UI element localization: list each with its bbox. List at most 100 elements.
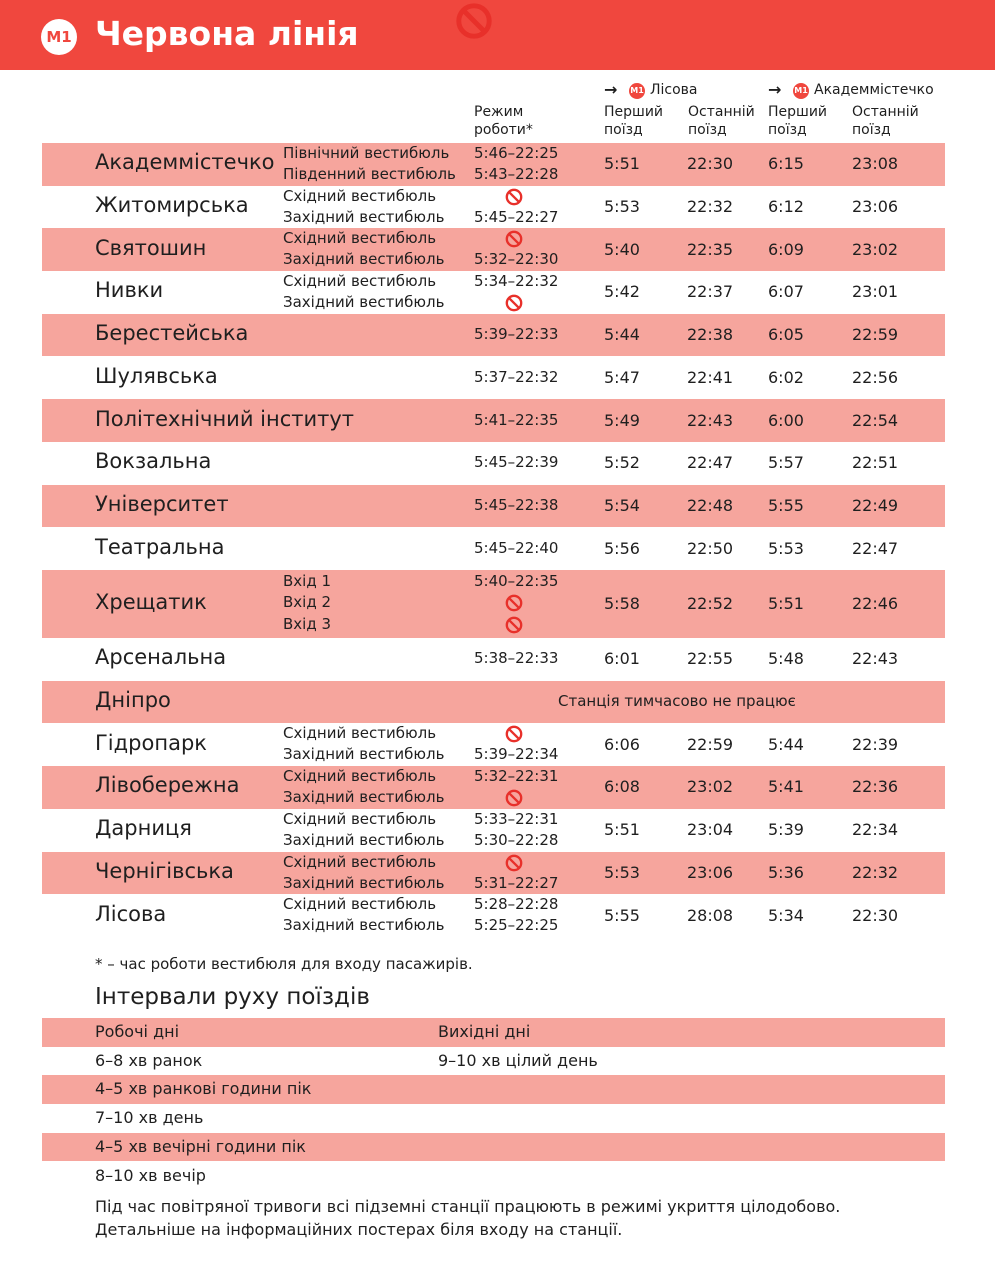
station-name: Лісова: [95, 901, 167, 926]
entrance-hours: 5:31–22:27: [474, 873, 559, 892]
train-time: 5:44: [768, 734, 804, 754]
train-time: 5:42: [604, 282, 640, 302]
entrance-label: Східний вестибюль: [283, 852, 437, 871]
train-time: 6:15: [768, 154, 804, 174]
entrance-hours: 5:34–22:32: [474, 272, 559, 291]
entrance-label: Західний вестибюль: [283, 916, 445, 935]
entrance-hours: 5:37–22:32: [474, 367, 559, 386]
interval-row: 6–8 хв ранок 9–10 хв цілий день: [42, 1047, 945, 1076]
interval-cell: 4–5 хв вечірні години пік: [95, 1136, 306, 1156]
entrance-hours: 5:32–22:30: [474, 250, 559, 269]
train-time: 22:39: [852, 734, 899, 754]
closed-icon: [505, 789, 523, 807]
last-header: Останній поїзд: [688, 104, 755, 139]
station-status: Станція тимчасово не працює: [558, 692, 796, 711]
entrance-hours: 5:43–22:28: [474, 165, 559, 183]
entrance-label: Південний вестибюль: [283, 165, 456, 183]
entrance-hours: 5:32–22:31: [474, 767, 559, 786]
interval-row: 4–5 хв ранкові години пік: [42, 1075, 945, 1105]
entrance-hours: 5:45–22:39: [474, 453, 559, 472]
entrance-hours: 5:39–22:33: [474, 325, 559, 344]
interval-header-row: Робочі дні Вихідні дні: [42, 1018, 945, 1047]
closed-icon: [505, 188, 523, 206]
closed-icon: [505, 294, 523, 312]
entrance-label: Західний вестибюль: [283, 788, 445, 807]
entrance-hours: 5:39–22:34: [474, 745, 559, 764]
interval-cell: 8–10 хв вечір: [95, 1165, 206, 1185]
station-name: Житомирська: [95, 193, 249, 218]
direction-name: Академмістечко: [814, 82, 934, 98]
entrance-label: Східний вестибюль: [283, 767, 437, 786]
line-badge: M1: [41, 19, 77, 55]
entrance-hours: 5:45–22:27: [474, 207, 559, 226]
train-time: 5:55: [768, 495, 804, 515]
station-name: Університет: [95, 491, 229, 516]
last-header: Останній поїзд: [852, 104, 919, 139]
train-time: 6:05: [768, 325, 804, 345]
train-time: 22:56: [852, 367, 899, 387]
train-time: 22:32: [687, 197, 734, 217]
train-time: 28:08: [687, 905, 734, 925]
entrance-hours: 5:41–22:35: [474, 410, 559, 429]
station-name: Вокзальна: [95, 449, 212, 474]
closed-icon: [505, 726, 523, 743]
station-name: Берестейська: [95, 321, 249, 346]
interval-row: 4–5 хв вечірні години пік: [42, 1132, 945, 1162]
direction-badge: M1: [629, 83, 645, 99]
train-time: 5:47: [604, 367, 640, 387]
station-row: Дніпро Станція тимчасово не працює: [42, 680, 945, 724]
train-time: 22:34: [852, 820, 899, 840]
entrance-hours: 5:33–22:31: [474, 809, 559, 828]
interval-header: Вихідні дні: [438, 1022, 531, 1041]
closed-icon: [505, 854, 523, 871]
entrance-label: Східний вестибюль: [283, 724, 437, 743]
closed-icon: [455, 2, 493, 40]
closed-icon: [505, 230, 523, 248]
closed-icon: [505, 231, 523, 248]
train-time: 22:47: [852, 538, 899, 558]
entrance-label: Західний вестибюль: [283, 745, 445, 764]
entrance-label: Західний вестибюль: [283, 873, 445, 892]
station-name: Гідропарк: [95, 730, 207, 755]
train-time: 5:49: [604, 410, 640, 430]
train-time: 5:54: [604, 495, 640, 515]
first-header: Перший поїзд: [604, 104, 664, 139]
station-name: Святошин: [95, 235, 207, 260]
train-time: 5:34: [768, 905, 804, 925]
closed-icon: [505, 294, 523, 312]
station-row: Житомирська Східний вестибюль Західний вес…: [42, 186, 945, 229]
station-row: Лісова Східний вестибюль 5:28–22:28 Західни…: [42, 894, 945, 937]
direction-badge: M1: [793, 83, 809, 99]
station-name: Театральна: [95, 534, 225, 559]
header-bar: M1 Червона лінія: [0, 0, 995, 70]
interval-cell: 4–5 хв ранкові години пік: [95, 1079, 312, 1099]
entrance-label: Вхід 1: [283, 572, 332, 590]
closed-icon: [505, 789, 523, 807]
station-row: Шулявська 5:37–22:32 5:47 22:41 6:02 22:56: [42, 357, 945, 400]
title: Червона лінія: [95, 14, 359, 53]
station-name: Арсенальна: [95, 645, 227, 670]
entrance-label: Західний вестибюль: [283, 830, 445, 849]
note: Під час повітряної тривоги всі підземні …: [95, 1197, 841, 1216]
interval-cell: 7–10 хв день: [95, 1108, 204, 1128]
train-time: 5:51: [768, 594, 804, 613]
train-time: 22:36: [852, 777, 899, 797]
train-time: 22:30: [852, 905, 899, 925]
entrance-hours: 5:46–22:25: [474, 144, 559, 162]
train-time: 22:41: [687, 367, 734, 387]
entrance-hours: 5:45–22:38: [474, 495, 559, 514]
train-time: 5:39: [768, 820, 804, 840]
direction-name: Лісова: [650, 82, 698, 98]
train-time: 5:44: [604, 325, 640, 345]
note: Детальніше на інформаційних постерах біл…: [95, 1220, 623, 1239]
train-time: 23:06: [852, 197, 899, 217]
entrance-label: Західний вестибюль: [283, 250, 445, 269]
station-name: Хрещатик: [95, 590, 207, 614]
train-time: 6:00: [768, 410, 804, 430]
train-time: 6:09: [768, 239, 804, 259]
station-name: Чернігівська: [95, 858, 234, 883]
entrance-label: Східний вестибюль: [283, 809, 437, 828]
station-row: Чернігівська Східний вестибюль Західний ве…: [42, 851, 945, 895]
station-row: Академмістечко Північний вестибюль 5:46–22…: [42, 143, 945, 186]
